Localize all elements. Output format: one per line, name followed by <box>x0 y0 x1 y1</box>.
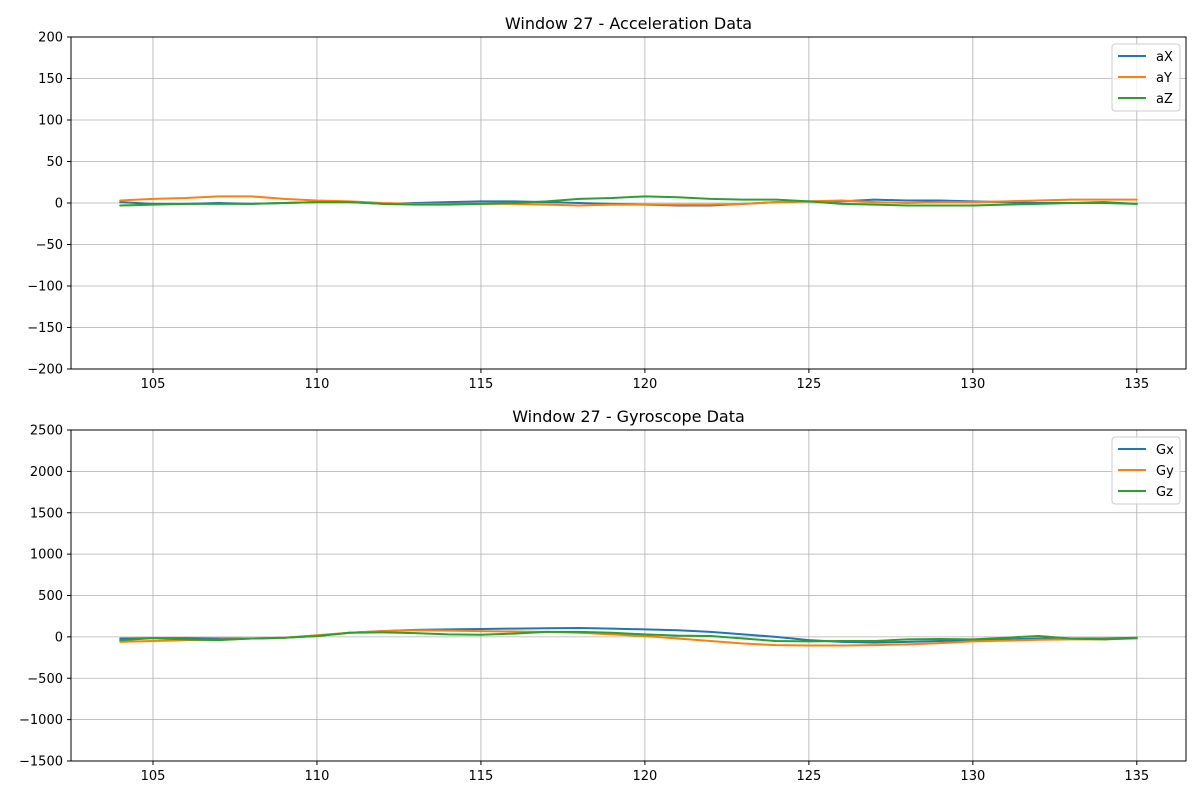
x-tick-label: 120 <box>632 769 657 784</box>
legend-label: aX <box>1156 50 1173 65</box>
legend-label: aY <box>1156 71 1172 86</box>
y-tick-label: 0 <box>55 197 63 212</box>
x-tick-label: 120 <box>632 377 657 392</box>
legend-label: aZ <box>1156 92 1173 107</box>
x-tick-label: 125 <box>796 769 821 784</box>
y-tick-label: 150 <box>38 72 63 87</box>
legend: Gx Gy Gz <box>1111 436 1181 505</box>
y-tick-label: 200 <box>38 31 63 46</box>
x-tick-label: 115 <box>469 377 494 392</box>
y-tick-label: 1000 <box>30 548 63 563</box>
x-tick-label: 115 <box>469 769 494 784</box>
y-tick-label: −500 <box>27 672 63 687</box>
series-line-aY <box>119 195 1138 207</box>
y-tick-label: 100 <box>38 114 63 129</box>
chart-title: Window 27 - Gyroscope Data <box>512 407 745 426</box>
x-tick-label: 110 <box>305 769 330 784</box>
x-tick-label: 105 <box>141 769 166 784</box>
y-tick-label: 2500 <box>30 424 63 439</box>
y-tick-label: −200 <box>27 363 63 378</box>
x-tick-label: 130 <box>960 769 985 784</box>
y-tick-label: 500 <box>38 589 63 604</box>
y-tick-label: −150 <box>27 321 63 336</box>
chart-panel-1: Window 27 - Acceleration Data 105 110 115 12… <box>27 14 1187 392</box>
legend-label: Gy <box>1156 464 1174 479</box>
series-line-aZ <box>119 195 1138 207</box>
chart-title: Window 27 - Acceleration Data <box>505 14 752 33</box>
y-tick-label: 2000 <box>30 465 63 480</box>
x-tick-label: 125 <box>796 377 821 392</box>
x-tick-label: 135 <box>1124 769 1149 784</box>
y-tick-label: −100 <box>27 280 63 295</box>
y-tick-label: 1500 <box>30 506 63 521</box>
series-line-Gz <box>119 630 1138 643</box>
x-tick-label: 130 <box>960 377 985 392</box>
x-tick-label: 105 <box>141 377 166 392</box>
x-tick-label: 135 <box>1124 377 1149 392</box>
legend: aX aY aZ <box>1111 43 1181 112</box>
legend-label: Gx <box>1156 443 1174 458</box>
y-tick-label: −1500 <box>19 755 63 770</box>
legend-label: Gz <box>1156 485 1173 500</box>
y-tick-label: 50 <box>46 155 63 170</box>
x-tick-label: 110 <box>305 377 330 392</box>
y-tick-label: −1000 <box>19 713 63 728</box>
y-tick-label: 0 <box>55 630 63 645</box>
y-tick-label: −50 <box>36 238 63 253</box>
chart-panel-2: Window 27 - Gyroscope Data 105 110 115 120 12… <box>19 407 1187 784</box>
